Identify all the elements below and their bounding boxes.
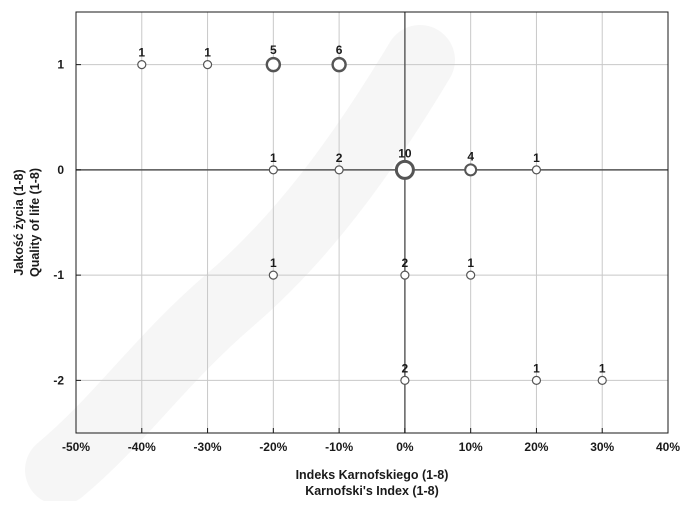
x-axis-title: Indeks Karnofskiego (1-8): [296, 468, 449, 482]
data-count-label: 6: [336, 43, 343, 57]
data-count-label: 1: [533, 361, 540, 375]
data-count-label: 10: [398, 146, 412, 160]
data-point: [400, 375, 410, 385]
data-point: [394, 159, 415, 180]
data-point: [464, 163, 478, 177]
data-count-label: 1: [138, 46, 145, 60]
data-count-label: 1: [204, 46, 211, 60]
x-tick-label: 30%: [590, 440, 614, 454]
data-point: [268, 270, 278, 280]
data-point: [466, 270, 476, 280]
x-tick-label: -40%: [128, 440, 156, 454]
x-tick-label: -10%: [325, 440, 353, 454]
data-count-label: 2: [402, 361, 409, 375]
data-point: [531, 165, 542, 175]
data-point: [331, 56, 347, 73]
plot-frame: [75, 11, 669, 434]
x-tick-label: 0%: [396, 440, 414, 454]
reference-lines: [76, 12, 668, 433]
data-labels: 1 1 5 6 1 2 10 4 1 1 2 1 2 1 1: [138, 43, 605, 375]
data-count-label: 5: [270, 43, 277, 57]
y-tick-label: 1: [57, 58, 64, 72]
data-count-label: 2: [336, 151, 343, 165]
data-point: [202, 60, 213, 70]
y-tick-label: -2: [53, 373, 64, 387]
plot-border: [75, 11, 669, 434]
tick-labels: -50% -40% -30% -20% -10% 0% 10% 20% 30% 40%10-1-2: [53, 58, 680, 454]
data-count-label: 4: [467, 149, 474, 163]
data-point: [265, 56, 282, 73]
watermark-band: [60, 60, 420, 470]
data-count-label: 1: [270, 151, 277, 165]
x-tick-label: -30%: [194, 440, 222, 454]
data-count-label: 1: [270, 256, 277, 270]
y-tick-label: -1: [53, 268, 64, 282]
data-point: [597, 375, 607, 385]
x-tick-label: 10%: [459, 440, 483, 454]
data-point: [400, 270, 410, 280]
watermark-layer: [60, 60, 420, 470]
data-points: [137, 56, 607, 385]
data-count-label: 2: [402, 256, 409, 270]
x-tick-label: -50%: [62, 440, 90, 454]
data-point: [137, 60, 147, 70]
x-axis-subtitle: Karnofski's Index (1-8): [305, 484, 439, 498]
data-count-label: 1: [467, 256, 474, 270]
axis-titles: Indeks Karnofskiego (1-8) Karnofski's Ind…: [12, 168, 448, 498]
data-point: [268, 165, 278, 175]
y-axis-subtitle: Quality of life (1-8): [28, 168, 42, 277]
data-count-label: 1: [599, 361, 606, 375]
x-tick-label: -20%: [259, 440, 287, 454]
data-point: [531, 375, 542, 385]
x-tick-label: 40%: [656, 440, 680, 454]
x-tick-label: 20%: [524, 440, 548, 454]
data-point: [334, 165, 344, 175]
data-count-label: 1: [533, 151, 540, 165]
y-tick-label: 0: [57, 163, 64, 177]
y-axis-title: Jakość życia (1-8): [12, 169, 26, 275]
